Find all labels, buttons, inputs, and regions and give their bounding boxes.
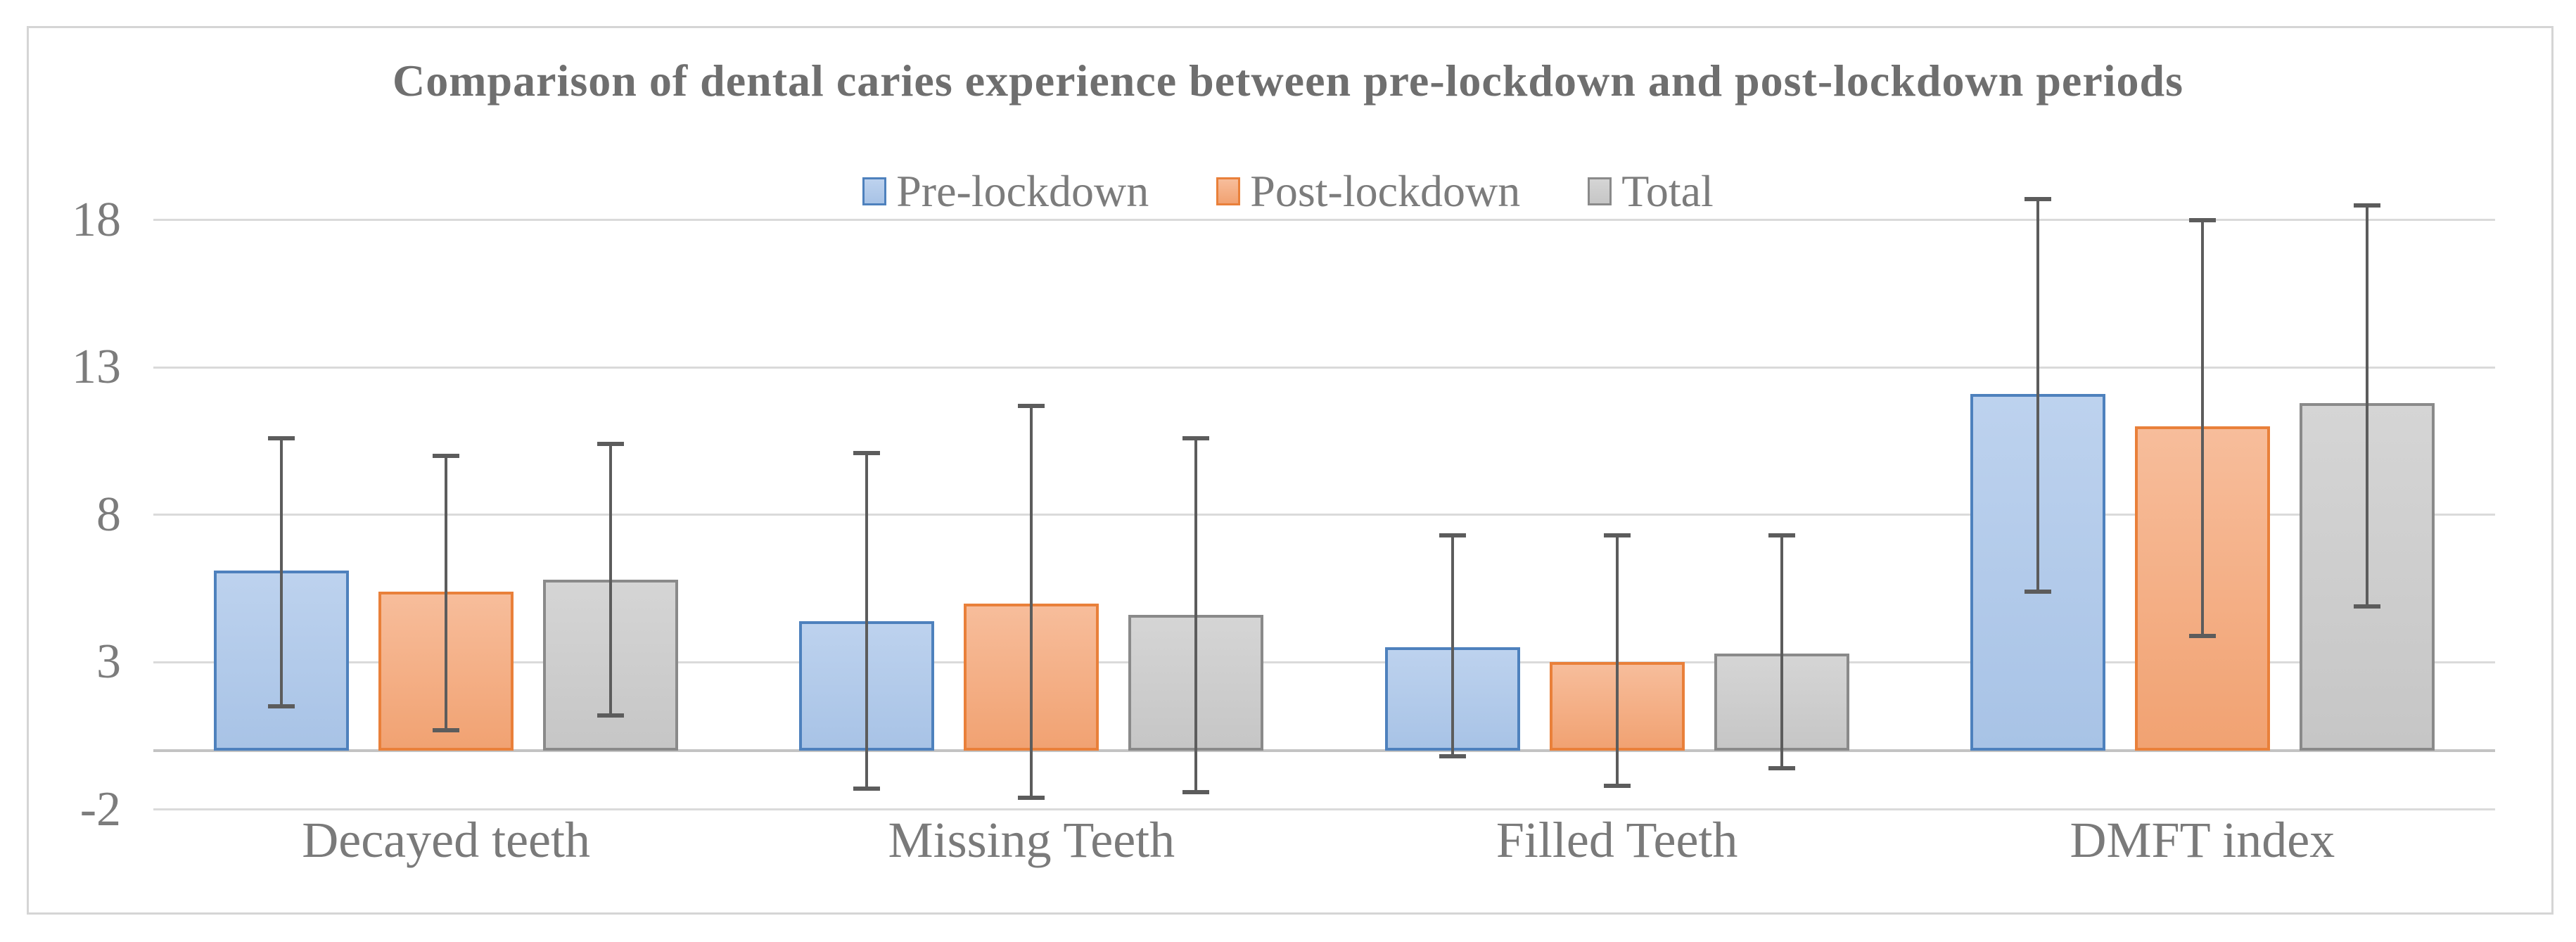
error-cap-low xyxy=(1603,784,1631,789)
error-cap-high xyxy=(1018,403,1045,408)
error-cap-low xyxy=(2024,589,2051,594)
error-cap-low xyxy=(1439,754,1466,759)
gridline--2 xyxy=(153,808,2495,811)
error-cap-low xyxy=(433,727,460,732)
error-bar-post-lockdown-filled-teeth xyxy=(1615,535,1619,787)
error-cap-high xyxy=(1603,533,1631,538)
gridline-18 xyxy=(153,219,2495,222)
error-cap-low xyxy=(2353,604,2380,609)
chart-title: Comparison of dental caries experience b… xyxy=(393,56,2183,106)
error-bar-pre-lockdown-missing-teeth xyxy=(865,452,869,789)
gridline-8 xyxy=(153,514,2495,516)
error-bar-total-filled-teeth xyxy=(1780,535,1783,769)
error-bar-total-decayed-teeth xyxy=(609,444,613,715)
legend-label: Post-lockdown xyxy=(1250,166,1521,216)
error-cap-high xyxy=(597,442,625,447)
error-cap-high xyxy=(2188,217,2216,222)
error-cap-low xyxy=(2188,633,2216,638)
legend-item-post-lockdown: Post-lockdown xyxy=(1216,169,1520,214)
y-axis-tick-label: 18 xyxy=(72,192,121,247)
legend-item-pre-lockdown: Pre-lockdown xyxy=(862,169,1149,214)
legend-label: Total xyxy=(1621,166,1714,216)
error-cap-low xyxy=(268,704,295,709)
error-cap-low xyxy=(1182,789,1210,794)
legend-swatch-pre-lockdown xyxy=(862,177,887,205)
y-axis-tick-label: 13 xyxy=(72,340,121,395)
error-bar-post-lockdown-decayed-teeth xyxy=(445,456,448,730)
legend-item-total: Total xyxy=(1588,169,1714,214)
chart-frame xyxy=(27,26,2553,915)
error-cap-high xyxy=(2024,197,2051,202)
error-cap-high xyxy=(1768,533,1795,538)
error-cap-low xyxy=(1768,766,1795,771)
gridline-13 xyxy=(153,366,2495,369)
legend-label: Pre-lockdown xyxy=(896,166,1149,216)
error-cap-low xyxy=(597,713,625,718)
error-bar-pre-lockdown-filled-teeth xyxy=(1450,535,1454,757)
error-cap-low xyxy=(853,787,881,791)
error-cap-high xyxy=(1182,435,1210,440)
legend: Pre-lockdown Post-lockdown Total xyxy=(0,169,2576,214)
x-axis-category-label-filled-teeth: Filled Teeth xyxy=(1496,812,1738,868)
error-bar-total-dmft-index xyxy=(2365,205,2368,606)
error-cap-high xyxy=(268,435,295,440)
legend-swatch-post-lockdown xyxy=(1216,177,1241,205)
y-axis-tick-label: -2 xyxy=(79,782,121,836)
legend-swatch-total xyxy=(1588,177,1612,205)
error-cap-high xyxy=(433,454,460,458)
error-cap-low xyxy=(1018,796,1045,801)
y-axis-tick-label: 8 xyxy=(96,487,121,542)
x-axis-category-label-dmft-index: DMFT index xyxy=(2070,812,2335,868)
error-bar-pre-lockdown-dmft-index xyxy=(2036,199,2039,592)
error-bar-post-lockdown-missing-teeth xyxy=(1030,405,1033,798)
error-bar-total-missing-teeth xyxy=(1194,438,1198,792)
error-bar-post-lockdown-dmft-index xyxy=(2200,219,2204,636)
error-cap-high xyxy=(853,450,881,455)
error-cap-high xyxy=(2353,203,2380,208)
x-axis-category-label-decayed-teeth: Decayed teeth xyxy=(302,812,590,868)
error-cap-high xyxy=(1439,533,1466,538)
x-axis-line xyxy=(153,749,2495,752)
gridline-3 xyxy=(153,661,2495,663)
x-axis-category-label-missing-teeth: Missing Teeth xyxy=(888,812,1175,868)
y-axis-tick-label: 3 xyxy=(96,635,121,689)
error-bar-pre-lockdown-decayed-teeth xyxy=(280,438,283,707)
